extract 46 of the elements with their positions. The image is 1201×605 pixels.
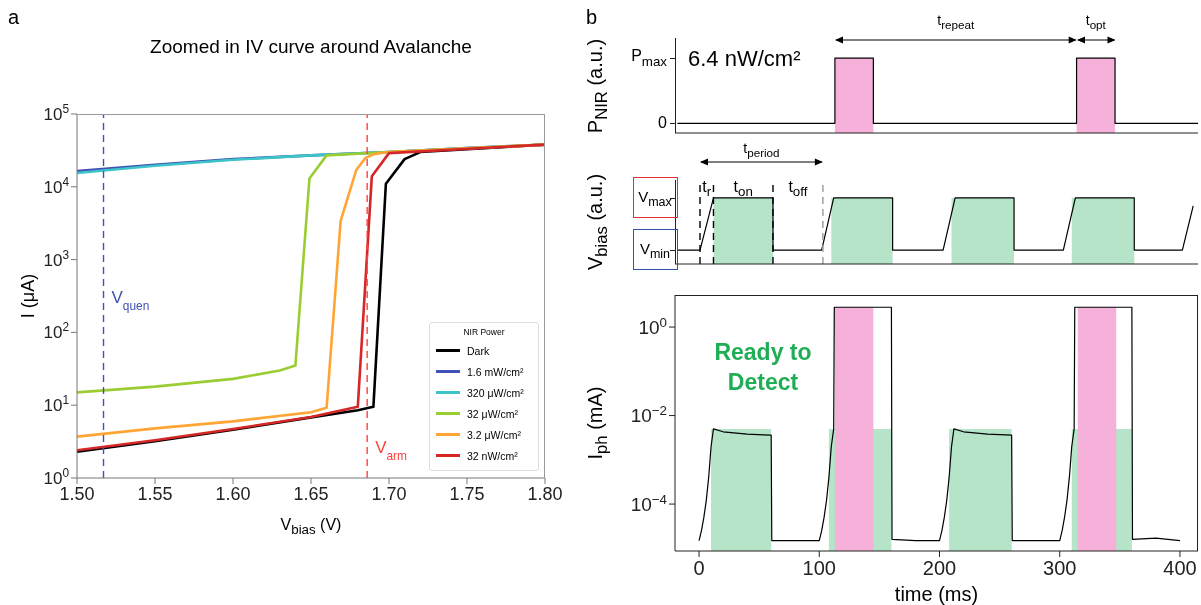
x-tick-label: 1.60 — [215, 484, 251, 505]
ref-line-label: V$_{quen}$ — [111, 288, 150, 314]
legend-label: 32 μW/cm² — [467, 407, 518, 420]
y-tick-label: 10$^{1}$ — [43, 393, 70, 416]
annotation: Ready to Detect — [713, 338, 813, 397]
x-tick-label: 0 — [693, 557, 705, 579]
y-tick-label: 10$^{−4}$ — [630, 491, 667, 515]
text: a — [8, 6, 20, 29]
annotation: t$_{off}$ — [788, 178, 808, 200]
text: t$_{repeat}$ — [937, 12, 975, 31]
y-tick-label: 10$^{2}$ — [43, 320, 70, 343]
text: t$_{opt}$ — [1085, 12, 1106, 31]
x-tick-label: 200 — [922, 557, 957, 579]
x-tick-label: 1.80 — [527, 484, 563, 505]
x-tick-label: 100 — [802, 557, 836, 579]
text: V$_{min}$ — [639, 239, 671, 261]
x-tick-label: 300 — [1043, 557, 1077, 579]
chart-title: Zoomed in IV curve around Avalanche — [150, 36, 472, 58]
x-tick-label: 1.75 — [449, 484, 485, 505]
y-axis-title: I (μA) — [17, 273, 39, 319]
x-tick-label: 1.55 — [137, 484, 173, 505]
legend-title: NIR Power — [462, 327, 506, 337]
legend-label: 3.2 μW/cm² — [467, 428, 521, 441]
x-tick-label: 1.70 — [371, 484, 407, 505]
text: t$_{period}$ — [743, 140, 780, 159]
text: b — [586, 6, 598, 29]
legend-label: 1.6 mW/cm² — [467, 365, 524, 378]
y-tick-label: 10$^{−2}$ — [630, 402, 667, 427]
legend-label: 320 μW/cm² — [467, 386, 524, 399]
y-tick-label: 10$^{5}$ — [43, 101, 70, 124]
annotation: t$_{on}$ — [733, 178, 753, 200]
x-axis-title: V$_{bias}$ (V) — [280, 516, 342, 538]
x-tick-label: 1.65 — [293, 484, 329, 505]
annotation: 6.4 nW/cm² — [688, 46, 801, 72]
annotation: t$_{r}$ — [702, 178, 712, 200]
ref-line-label: V$_{arm}$ — [375, 437, 408, 463]
legend-label: Dark — [467, 344, 490, 357]
y-tick-label: 10$^{3}$ — [43, 247, 70, 270]
y-tick-label: 10$^{4}$ — [43, 174, 70, 197]
x-axis-title: time (ms) — [894, 583, 979, 605]
text: P$_{max}$ — [631, 47, 667, 69]
y-tick-label: 10$^{0}$ — [638, 314, 667, 338]
text: V$_{max}$ — [638, 187, 672, 209]
legend-label: 32 nW/cm² — [467, 449, 518, 462]
text: 0 — [658, 114, 667, 133]
x-tick-label: 400 — [1163, 557, 1197, 579]
